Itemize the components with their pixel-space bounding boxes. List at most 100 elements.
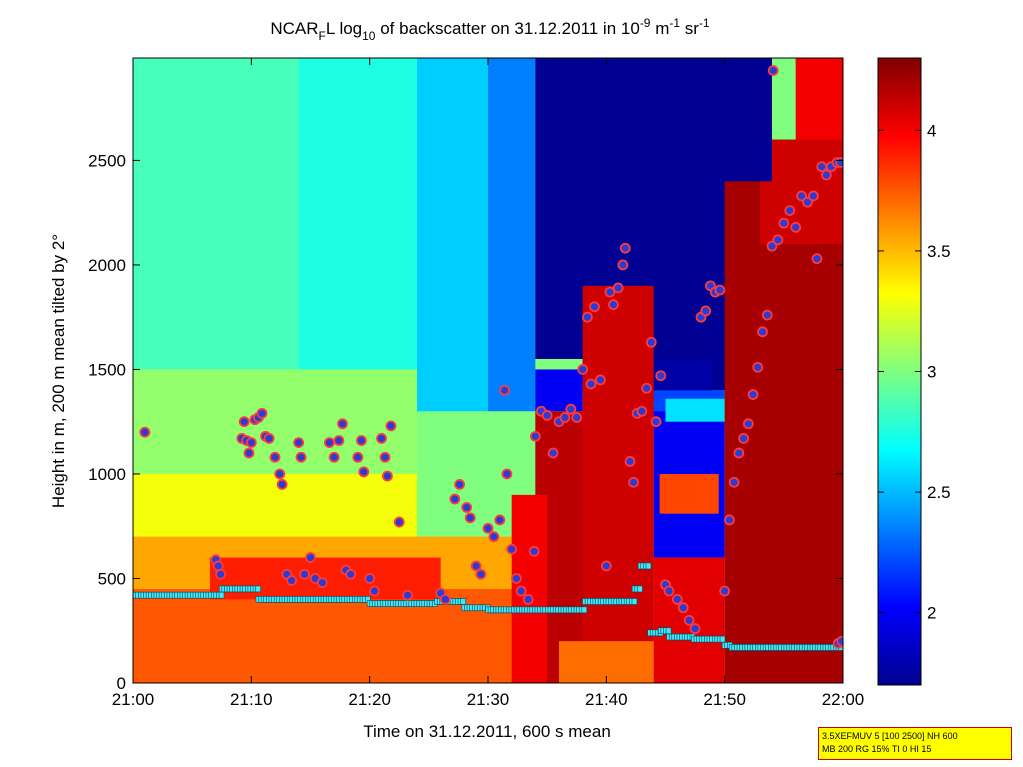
heatmap-cell [535,369,583,412]
cloud-base-point [559,412,571,423]
cloud-base-point [816,161,828,173]
y-tick-label: 0 [117,674,126,693]
x-axis: 21:00 21:10 21:20 21:30 21:40 21:50 22:00 [112,58,865,709]
cloud-base-point [382,470,393,482]
x-axis-label: Time on 31.12.2011, 600 s mean [363,722,611,741]
heatmap-cell [582,285,654,683]
colorbar-tick-label: 2.5 [927,483,951,502]
cloud-base-point [645,336,657,348]
cloud-base-point [333,435,345,446]
x-tick-label: 22:00 [822,690,865,709]
heatmap-cell [754,58,772,182]
y-tick-label: 2000 [88,256,126,275]
boundary-point [637,585,643,593]
y-axis-label: Height in m, 200 m mean tilted by 2° [49,234,68,508]
cloud-base-point [274,468,286,480]
cloud-base-point [757,326,768,338]
x-tick-label: 21:20 [348,690,391,709]
cloud-base-point [376,433,387,444]
cloud-base-point [215,568,226,580]
cloud-base-point [608,299,619,311]
cloud-base-point [619,242,631,254]
heatmap-cell [133,588,536,683]
boundary-point [255,585,261,593]
cloud-base-markers [139,65,843,649]
cloud-base-point [836,635,843,647]
cloud-base-point [528,545,540,557]
heatmap-cell [659,473,719,514]
cloud-base-point [295,451,307,463]
cloud-base-point [305,552,316,563]
cloud-base-point [506,543,518,555]
cloud-base-point [293,437,305,449]
cloud-base-point [714,284,726,296]
x-tick-label: 21:30 [467,690,510,709]
cloud-base-point [604,286,616,298]
boundary-point [631,598,638,605]
boundary-point [218,591,225,599]
heatmap-cell [724,181,843,683]
cloud-base-point [541,410,553,421]
cloud-base-point [439,593,451,605]
x-tick-label: 21:50 [703,690,746,709]
cloud-base-point [328,451,340,463]
cloud-base-point [286,575,297,586]
cloud-base-point [742,418,754,430]
boundary-point [665,627,672,635]
cloud-base-point [238,416,250,428]
cloud-base-point [139,426,151,438]
cloud-base-point [355,435,367,446]
cloud-base-point [501,468,513,480]
cloud-base-point [595,374,606,386]
plot-area [133,58,843,683]
heatmap-cell [488,58,536,412]
y-tick-label: 1000 [88,465,126,484]
boundary-point [460,598,466,605]
cloud-base-point [778,217,790,229]
y-tick-label: 1500 [88,360,126,379]
cloud-base-point [324,437,335,449]
cloud-base-point [565,403,577,415]
x-tick-label: 21:00 [112,690,155,709]
cloud-base-point [802,196,813,208]
info-box: 3.5XEFMUV 5 [100 2500] NH 600 MB 200 RG … [818,727,1012,760]
cloud-base-point [655,370,667,382]
cloud-base-point [499,384,510,396]
cloud-base-point [461,502,473,513]
cloud-base-point [724,514,735,526]
cloud-base-point [245,437,257,449]
cloud-base-point [617,259,629,271]
colorbar-tick-label: 2 [927,604,936,623]
cloud-base-point [796,190,807,202]
cloud-base-point [728,476,740,488]
cloud-base-point [402,589,413,601]
cloud-base-point [515,585,527,597]
cloud-base-point [636,405,648,417]
boundary-point [719,635,726,643]
cloud-base-point [700,305,712,317]
cloud-base-point [522,593,534,605]
cloud-base-point [299,568,310,580]
cloud-base-point [475,568,487,580]
cloud-base-point [454,479,466,490]
cloud-base-point [345,568,357,580]
heatmap-layer [133,58,843,683]
cloud-base-point [385,420,397,432]
cloud-base-point [488,531,500,543]
cloud-base-point [494,514,506,526]
info-line-2: MB 200 RG 15% TI 0 HI 15 [822,744,932,754]
chart-title: NCARFL log10 of backscatter on 31.12.201… [270,16,710,43]
info-line-1: 3.5XEFMUV 5 [100 2500] NH 600 [822,731,958,741]
cloud-base-point [733,447,745,459]
cloud-base-point [582,311,593,323]
cloud-base-point [571,412,583,423]
cloud-base-point [589,301,600,313]
cloud-base-point [379,451,391,463]
cloud-base-point [689,623,701,635]
y-tick-label: 2500 [88,151,126,170]
cloud-base-point [243,447,255,459]
cloud-base-point [464,512,476,524]
cloud-base-point [683,614,695,626]
cloud-base-point [269,451,281,463]
cloud-base-point [808,190,819,202]
